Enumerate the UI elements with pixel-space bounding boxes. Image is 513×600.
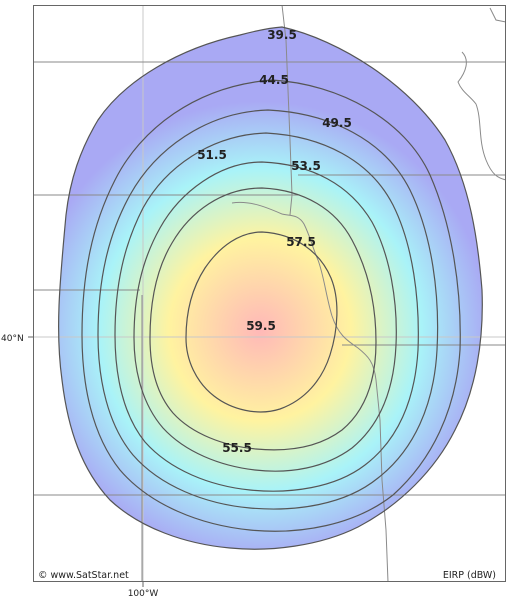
map-border <box>33 5 506 582</box>
contour-label: 39.5 <box>267 28 297 42</box>
latitude-label: 40°N <box>1 334 24 344</box>
longitude-label: 100°W <box>128 589 159 599</box>
contour-label: 59.5 <box>246 319 276 333</box>
units-label: EIRP (dBW) <box>443 570 496 581</box>
contour-label: 44.5 <box>259 73 289 87</box>
contour-label: 53.5 <box>291 159 321 173</box>
copyright-text: © www.SatStar.net <box>38 570 129 581</box>
contour-label: 55.5 <box>222 441 252 455</box>
graticule <box>33 5 506 582</box>
contour-57-5 <box>185 231 338 413</box>
contour-label: 49.5 <box>322 116 352 130</box>
state-borders <box>33 5 506 582</box>
eirp-contours <box>58 26 483 550</box>
contour-53-5 <box>133 161 397 472</box>
contour-label: 57.5 <box>286 235 316 249</box>
contour-51-5 <box>114 132 419 492</box>
contour-39-5 <box>58 26 483 550</box>
contour-labels: 39.5 44.5 49.5 51.5 53.5 57.5 59.5 55.5 <box>197 28 352 455</box>
contour-55-5 <box>149 187 377 451</box>
contour-label: 51.5 <box>197 148 227 162</box>
contour-44-5 <box>81 79 461 532</box>
contour-49-5 <box>97 109 439 510</box>
